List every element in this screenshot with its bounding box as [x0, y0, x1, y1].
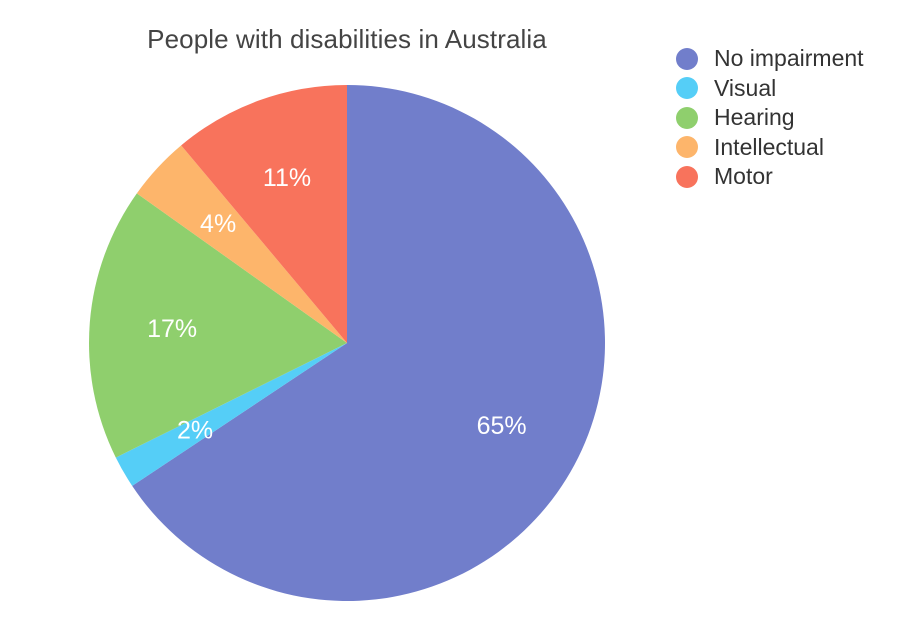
slice-label-motor: 11% [263, 164, 311, 192]
slice-label-visual: 2% [177, 417, 213, 445]
legend-item-no-impairment[interactable]: No impairment [676, 44, 864, 74]
legend-swatch [676, 77, 698, 100]
legend-item-intellectual[interactable]: Intellectual [676, 133, 864, 163]
legend-label: Motor [714, 163, 773, 190]
pie-slice-hearing [88, 193, 347, 458]
legend-swatch [676, 106, 698, 129]
pie-slice-labels: 65% 2% 17% 4% 11% [147, 164, 527, 445]
legend-swatch [676, 47, 698, 70]
legend-label: Visual [714, 74, 777, 101]
slice-label-intellectual: 4% [200, 210, 236, 238]
slice-label-hearing: 17% [147, 315, 197, 343]
legend-swatch [676, 165, 698, 188]
chart-title: People with disabilities in Australia [147, 24, 547, 54]
legend-item-hearing[interactable]: Hearing [676, 103, 864, 133]
legend-item-motor[interactable]: Motor [676, 162, 864, 192]
legend-label: No impairment [714, 45, 864, 72]
legend-label: Hearing [714, 104, 795, 131]
pie-slice-visual [115, 343, 347, 486]
legend-item-visual[interactable]: Visual [676, 74, 864, 104]
pie-slices [88, 85, 606, 601]
slice-label-no-impairment: 65% [477, 412, 527, 440]
legend-label: Intellectual [714, 133, 824, 160]
pie-slice-intellectual [136, 145, 347, 343]
chart-legend: No impairment Visual Hearing Intellectual Mo… [676, 44, 864, 192]
pie-slice-motor [181, 85, 347, 343]
pie-slice-no-impairment [132, 85, 606, 601]
legend-swatch [676, 136, 698, 159]
